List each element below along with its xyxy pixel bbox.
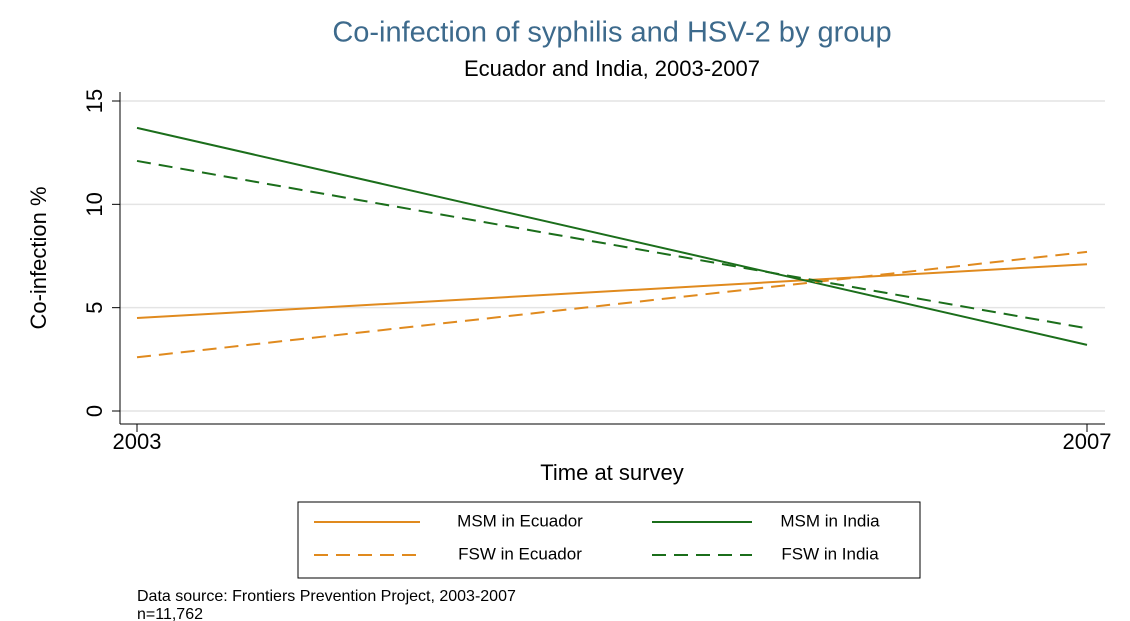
legend-label: MSM in Ecuador: [457, 511, 583, 530]
legend-label: FSW in Ecuador: [458, 544, 582, 563]
y-tick-label: 10: [82, 192, 107, 216]
series-line: [136, 250, 1088, 359]
legend-label: MSM in India: [780, 511, 880, 530]
y-tick-label: 5: [82, 302, 107, 314]
series-line: [136, 126, 1088, 346]
legend-label: FSW in India: [781, 544, 879, 563]
series-line: [136, 159, 1088, 330]
series-line: [136, 263, 1088, 319]
chart-subtitle: Ecuador and India, 2003-2007: [464, 56, 760, 81]
note: n=11,762: [137, 606, 203, 621]
y-tick-label: 15: [82, 89, 107, 113]
legend-box: [297, 501, 921, 579]
note: Data source: Frontiers Prevention Projec…: [137, 588, 516, 605]
x-axis-title: Time at survey: [540, 460, 683, 485]
y-axis-title: Co-infection %: [26, 186, 51, 329]
y-tick-label: 0: [82, 405, 107, 417]
chart-title: Co-infection of syphilis and HSV-2 by gr…: [332, 17, 891, 49]
x-tick-label: 2003: [113, 429, 162, 454]
x-tick-label: 2007: [1063, 429, 1112, 454]
